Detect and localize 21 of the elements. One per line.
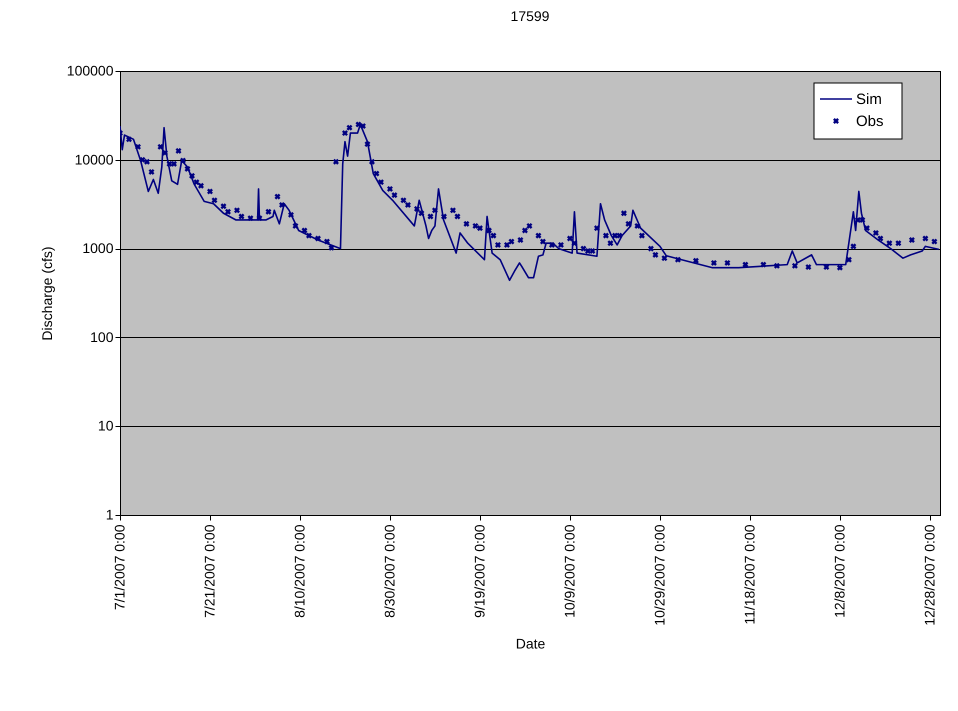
legend-label: Obs xyxy=(856,113,884,130)
y-tick-label: 1000 xyxy=(82,240,114,256)
y-tick-label: 100000 xyxy=(66,62,114,78)
x-tick-label: 9/19/2007 0:00 xyxy=(471,524,488,618)
y-tick-label: 1 xyxy=(106,506,114,522)
x-axis-title: Date xyxy=(516,636,546,652)
x-tick-label: 10/29/2007 0:00 xyxy=(651,524,668,626)
legend-label: Sim xyxy=(856,91,882,108)
x-tick-label: 10/9/2007 0:00 xyxy=(561,524,578,618)
x-tick-label: 8/30/2007 0:00 xyxy=(381,524,398,618)
chart-title: 17599 xyxy=(510,8,550,24)
x-tick-label: 7/21/2007 0:00 xyxy=(201,524,218,618)
y-tick-label: 10000 xyxy=(74,151,114,168)
x-tick-label: 7/1/2007 0:00 xyxy=(112,524,128,610)
x-tick-label: 11/18/2007 0:00 xyxy=(741,524,758,625)
x-tick-label: 12/28/2007 0:00 xyxy=(921,524,938,626)
x-tick-label: 8/10/2007 0:00 xyxy=(291,524,308,618)
y-tick-label: 10 xyxy=(98,418,114,434)
y-axis-title: Discharge (cfs) xyxy=(38,246,55,341)
x-tick-label: 12/8/2007 0:00 xyxy=(831,524,848,618)
y-tick-label: 100 xyxy=(90,328,114,345)
